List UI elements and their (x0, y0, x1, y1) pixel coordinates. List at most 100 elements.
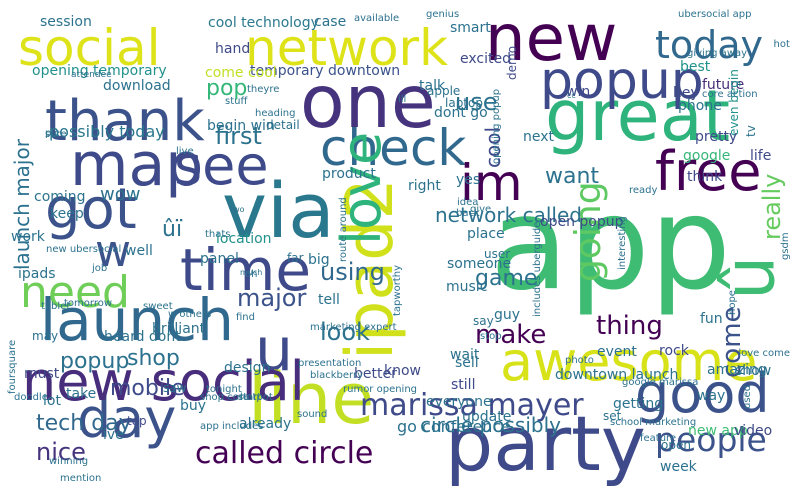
word-attendee: attendee (71, 70, 112, 80)
word-interesting: interesting (617, 216, 628, 270)
word-new-social: new social (22, 350, 305, 413)
word-make: make (475, 320, 546, 350)
word-nice: nice (36, 438, 86, 466)
word-doodle: doodle (14, 392, 48, 403)
word-phone: phone (678, 98, 722, 114)
word-must: must (24, 366, 60, 382)
word-map: map (70, 130, 203, 200)
word-mobile: mobile (110, 376, 185, 401)
word-popup: popup (540, 51, 704, 111)
word-yes: yes (456, 172, 480, 188)
word-guy: guy (494, 307, 520, 323)
word-school-marketing: school marketing (610, 417, 696, 428)
word-sell: sell (455, 355, 479, 371)
word-ubersocial-app: ubersocial app (678, 9, 751, 20)
word-someone: someone (447, 256, 511, 272)
word-great: great (545, 75, 730, 157)
word-ill: ill (398, 94, 406, 105)
word-work: work (11, 229, 46, 245)
word-amazing: amazing (707, 362, 767, 378)
word-one: one (300, 60, 436, 145)
word-idea: idea (457, 197, 478, 208)
word-via: via (222, 166, 335, 255)
word-smart: smart (450, 20, 491, 36)
word-sweet: sweet (143, 301, 173, 312)
word-tablet: tablet (41, 301, 70, 312)
word-look: look (320, 318, 370, 346)
word-day: day (77, 387, 176, 450)
word-route-around: route around (338, 197, 349, 262)
word-much: much (240, 268, 262, 277)
word-free: free (655, 140, 761, 203)
word-line: line (248, 358, 374, 440)
word-wow: wow (100, 184, 140, 205)
word-even-begin: even begin (727, 69, 741, 136)
word-product: product (322, 166, 376, 182)
word-marissa-mayer: marissa mayer (360, 388, 584, 423)
word-lot: lot (43, 393, 61, 409)
word-û: û (709, 256, 791, 300)
word-give: give (470, 204, 491, 215)
word-music: music (446, 279, 487, 295)
word-tonight: tonight (206, 384, 242, 395)
word-check: check (320, 119, 466, 177)
word-thats: thats (205, 229, 231, 240)
word-temporary-downtown: temporary downtown (250, 63, 400, 79)
word-event: event (597, 344, 637, 360)
word-mention: mention (60, 473, 101, 484)
word-find: find (236, 312, 255, 323)
word-excited: excited (460, 51, 511, 67)
word-sure: sure (45, 129, 67, 140)
word-marketing-expert: marketing expert (310, 322, 397, 333)
word-opening-temporary: opening temporary (32, 63, 167, 79)
word-pretty: pretty (695, 129, 737, 145)
word-pic: pic (45, 128, 60, 139)
word-update: update (462, 409, 511, 425)
word-genius: genius (426, 9, 459, 20)
word-thing: thing (596, 311, 663, 341)
word-ready: ready (629, 185, 658, 196)
word-user: user (484, 247, 510, 261)
word-opening-popup: opening popup (491, 89, 502, 164)
word-tomorrow: tomorrow (64, 298, 112, 309)
word-new-ubersocial: new ubersocial (46, 244, 121, 255)
word-network: network (245, 19, 448, 77)
word-video: video (734, 423, 772, 439)
word-dont-go: dont go (434, 105, 488, 121)
word-may: may (32, 329, 58, 343)
word-tapworthy: tapworthy (392, 265, 403, 316)
word-oh: oh (245, 269, 257, 280)
word-w: w (95, 226, 131, 277)
word-already: already (239, 416, 291, 432)
word-gsdm: gsdm (780, 232, 791, 260)
word-better: better (354, 366, 397, 382)
word-game: game (475, 266, 537, 291)
word-tv: tv (744, 125, 758, 137)
word-well: well (125, 243, 153, 259)
word-tell: tell (318, 292, 340, 308)
word-job: job (91, 263, 107, 274)
word-popup: popup (60, 349, 129, 374)
word-need: need (20, 267, 130, 318)
word-begin-win: begin win (207, 118, 275, 134)
word-stuff: stuff (225, 96, 248, 107)
word-ipads: ipads (18, 266, 56, 282)
word-love-come: love come (738, 348, 790, 359)
word-laptop: laptop (445, 96, 483, 110)
word-people: people (655, 420, 767, 459)
word-talk: talk (419, 78, 446, 94)
word-first: first (215, 122, 262, 150)
word-feature: feature (640, 433, 676, 444)
word-stop: stop (480, 331, 502, 342)
word-ipad2: ipad2 (333, 178, 408, 360)
word-future: future (702, 77, 744, 93)
word-demo: demo (505, 46, 519, 80)
word-app-includes: app includes (200, 421, 263, 432)
word-downtown-launch: downtown launch (555, 367, 678, 383)
word-cool: cool (481, 127, 505, 168)
word-right: right (408, 178, 441, 194)
word-heading: heading (255, 108, 295, 119)
word-use: use (455, 88, 497, 116)
word-panel: panel (200, 251, 239, 267)
word-network-called: network called (435, 203, 582, 227)
